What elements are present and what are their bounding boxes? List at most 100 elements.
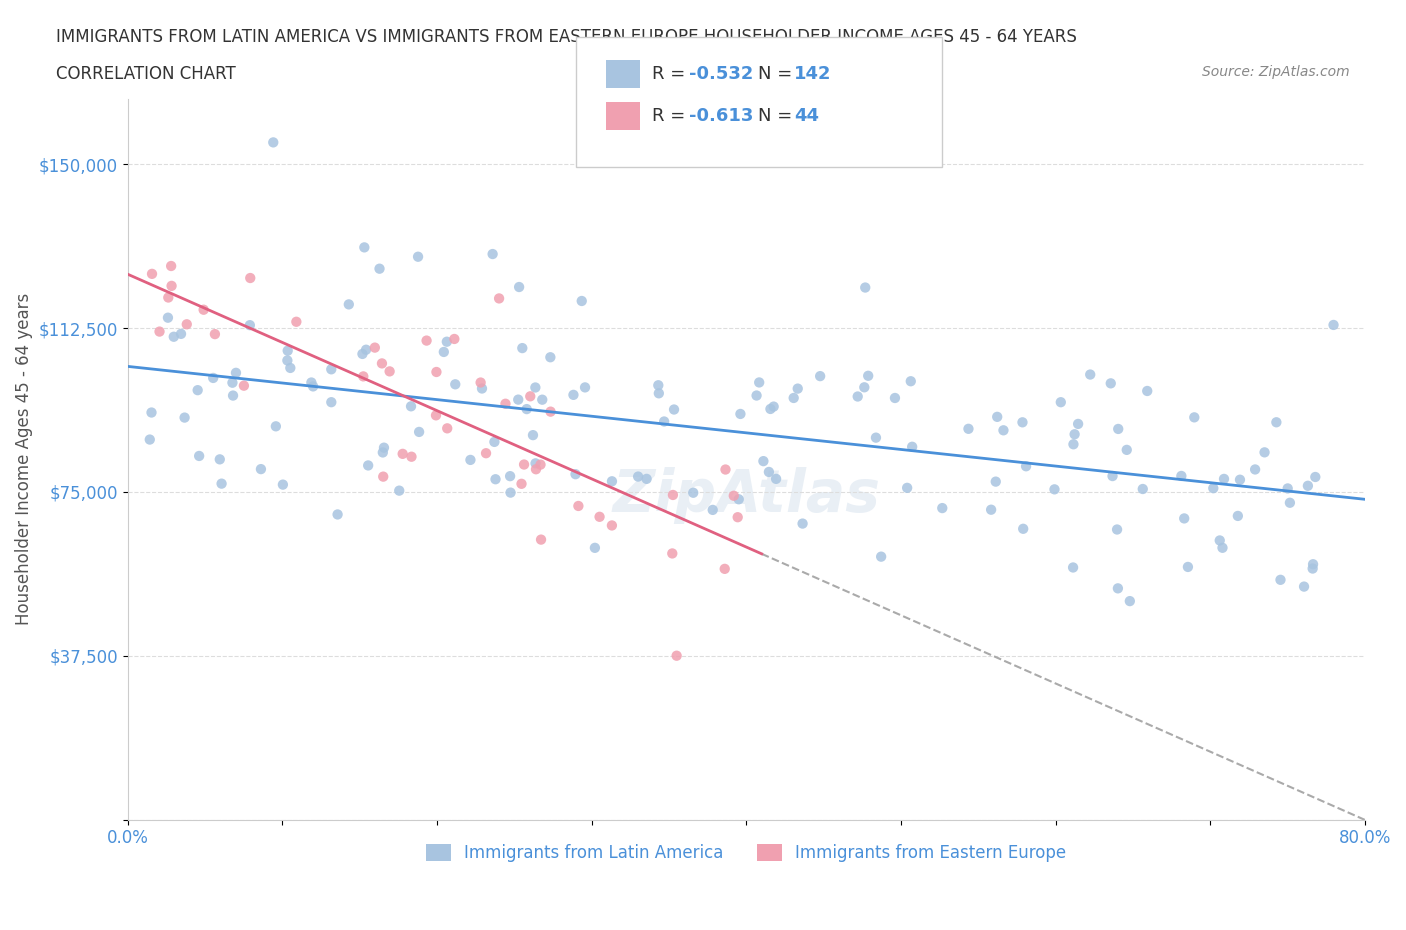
Point <box>702 502 724 517</box>
Point <box>665 648 688 663</box>
Point <box>1101 469 1123 484</box>
Point <box>239 318 262 333</box>
Point <box>564 467 586 482</box>
Point <box>187 383 209 398</box>
Point <box>188 448 211 463</box>
Point <box>176 317 198 332</box>
Point <box>373 440 395 455</box>
Point <box>714 462 737 477</box>
Point <box>759 402 782 417</box>
Point <box>211 476 233 491</box>
Point <box>141 405 163 420</box>
Point <box>481 246 503 261</box>
Point <box>1043 482 1066 497</box>
Point <box>562 388 585 403</box>
Point <box>896 481 918 496</box>
Y-axis label: Householder Income Ages 45 - 64 years: Householder Income Ages 45 - 64 years <box>15 293 32 625</box>
Point <box>1012 522 1035 537</box>
Point <box>484 472 506 486</box>
Text: ZipAtlas: ZipAtlas <box>612 467 880 524</box>
Point <box>856 368 879 383</box>
Point <box>752 454 775 469</box>
Point <box>321 362 343 377</box>
Text: CORRELATION CHART: CORRELATION CHART <box>56 65 236 83</box>
Point <box>475 445 498 460</box>
Point <box>1173 511 1195 525</box>
Point <box>436 421 458 436</box>
Point <box>1244 462 1267 477</box>
Point <box>364 340 387 355</box>
Point <box>406 249 429 264</box>
Point <box>510 476 533 491</box>
Point <box>484 434 506 449</box>
Point <box>600 474 623 489</box>
Point <box>567 498 589 513</box>
Point <box>1011 415 1033 430</box>
Point <box>884 391 907 405</box>
Point <box>391 446 413 461</box>
Point <box>321 394 343 409</box>
Text: R =: R = <box>652 107 692 126</box>
Point <box>239 271 262 286</box>
Point <box>373 470 395 485</box>
Point <box>1107 421 1129 436</box>
Point <box>648 386 671 401</box>
Point <box>745 388 768 403</box>
Point <box>415 333 437 348</box>
Point <box>853 379 876 394</box>
Point <box>285 314 308 329</box>
Point <box>378 364 401 379</box>
Point <box>204 326 226 341</box>
Point <box>571 294 593 309</box>
Point <box>371 356 394 371</box>
Text: -0.532: -0.532 <box>689 65 754 84</box>
Point <box>202 370 225 385</box>
Point <box>984 474 1007 489</box>
Point <box>225 365 247 380</box>
Point <box>1099 376 1122 391</box>
Point <box>221 376 243 391</box>
Point <box>846 389 869 404</box>
Point <box>636 472 658 486</box>
Point <box>1067 417 1090 432</box>
Point <box>538 350 561 365</box>
Point <box>524 456 547 471</box>
Point <box>326 507 349 522</box>
Point <box>853 280 876 295</box>
Point <box>1209 533 1232 548</box>
Point <box>1302 561 1324 576</box>
Point <box>765 472 787 486</box>
Point <box>368 261 391 276</box>
Point <box>399 399 422 414</box>
Point <box>1119 593 1142 608</box>
Point <box>508 280 530 295</box>
Point <box>713 562 735 577</box>
Point <box>510 340 533 355</box>
Text: N =: N = <box>758 65 797 84</box>
Point <box>647 378 669 392</box>
Point <box>762 399 785 414</box>
Point <box>1015 458 1038 473</box>
Point <box>583 540 606 555</box>
Point <box>160 278 183 293</box>
Point <box>271 477 294 492</box>
Point <box>783 391 806 405</box>
Point <box>588 510 610 525</box>
Point <box>1277 481 1299 496</box>
Point <box>662 487 685 502</box>
Point <box>1270 572 1292 587</box>
Point <box>529 458 551 472</box>
Point <box>499 485 522 500</box>
Point <box>1063 427 1085 442</box>
Point <box>1107 522 1129 537</box>
Point <box>652 414 675 429</box>
Point <box>1136 383 1159 398</box>
Point <box>1278 496 1301 511</box>
Point <box>148 325 170 339</box>
Point <box>661 546 683 561</box>
Point <box>163 329 186 344</box>
Point <box>160 259 183 273</box>
Point <box>980 502 1002 517</box>
Point <box>488 291 510 306</box>
Point <box>600 518 623 533</box>
